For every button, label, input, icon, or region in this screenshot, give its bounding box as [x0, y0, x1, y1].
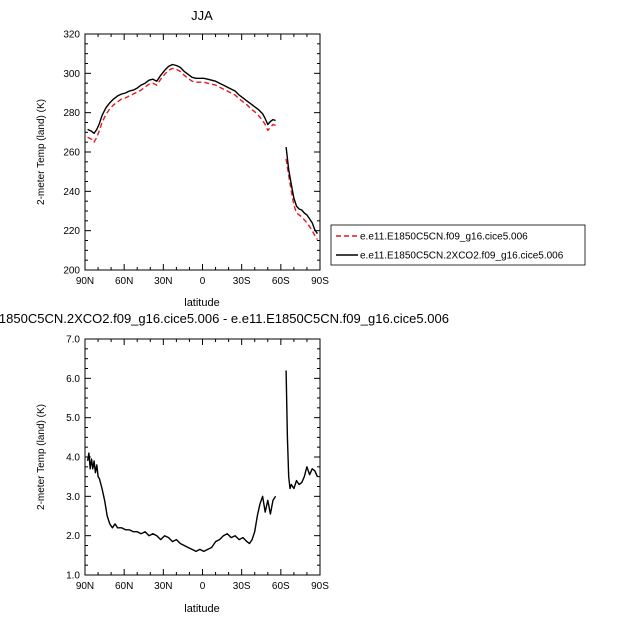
x-axis-label: latitude — [184, 603, 219, 615]
x-tick-label: 90S — [311, 276, 329, 287]
chart-title: e.e11.E1850C5CN.2XCO2.f09_g16.cice5.006 … — [0, 311, 449, 326]
x-tick-label: 30N — [154, 276, 172, 287]
y-tick-label: 1.0 — [66, 571, 80, 582]
series-line-0 — [87, 67, 276, 143]
plot-frame — [84, 33, 321, 271]
x-tick-label: 90S — [311, 581, 329, 592]
y-tick-label: 6.0 — [66, 374, 80, 385]
x-tick-label: 60N — [115, 276, 133, 287]
x-tick-label: 0 — [200, 581, 206, 592]
chart-title: JJA — [191, 8, 213, 23]
panel-bottom: e.e11.E1850C5CN.2XCO2.f09_g16.cice5.006 … — [0, 311, 449, 615]
series-line-0 — [86, 452, 277, 553]
y-tick-label: 220 — [63, 226, 80, 237]
y-tick-label: 5.0 — [66, 413, 80, 424]
series-line-1 — [87, 63, 276, 134]
y-tick-label: 280 — [63, 108, 80, 119]
legend: e.e11.E1850C5CN.f09_g16.cice5.006 e.e11.… — [330, 224, 586, 266]
y-tick-label: 200 — [63, 266, 80, 277]
y-tick-label: 2.0 — [66, 531, 80, 542]
x-tick-label: 0 — [200, 276, 206, 287]
x-tick-label: 30S — [233, 276, 251, 287]
legend-label-2xco2: e.e11.E1850C5CN.2XCO2.f09_g16.cice5.006 — [360, 251, 564, 262]
x-axis-label: latitude — [184, 297, 219, 309]
y-tick-label: 3.0 — [66, 492, 80, 503]
x-tick-label: 60S — [272, 581, 290, 592]
x-tick-label: 60N — [115, 581, 133, 592]
y-tick-label: 240 — [63, 187, 80, 198]
x-tick-label: 90N — [76, 581, 94, 592]
plot-area: 200 220 240 260 280 300 320 90N 60N 30N 0 30S 60S 90S — [63, 30, 329, 288]
series-line-1 — [285, 147, 318, 234]
plot-frame — [84, 338, 321, 576]
y-tick-label: 4.0 — [66, 453, 80, 464]
y-tick-label: 300 — [63, 69, 80, 80]
panel-top: JJA 200 220 240 260 280 300 320 90N 60N 30N 0 30S 60… — [36, 8, 329, 309]
x-tick-label: 90N — [76, 276, 94, 287]
y-tick-label: 320 — [63, 30, 80, 41]
legend-box — [330, 224, 586, 266]
x-tick-label: 30N — [154, 581, 172, 592]
x-tick-label: 60S — [272, 276, 290, 287]
y-tick-label: 260 — [63, 148, 80, 159]
y-tick-label: 7.0 — [66, 335, 80, 346]
plot-area: 1.0 2.0 3.0 4.0 5.0 6.0 7.0 90N 60N 30N 0 30S 60S 90S — [66, 335, 329, 593]
series-line-0 — [285, 158, 318, 240]
y-axis-label: 2-meter Temp (land) (K) — [36, 99, 47, 205]
x-tick-label: 30S — [233, 581, 251, 592]
series-line-0 — [285, 370, 319, 490]
legend-label-control: e.e11.E1850C5CN.f09_g16.cice5.006 — [360, 232, 528, 243]
y-axis-label: 2-meter Temp (land) (K) — [36, 404, 47, 510]
